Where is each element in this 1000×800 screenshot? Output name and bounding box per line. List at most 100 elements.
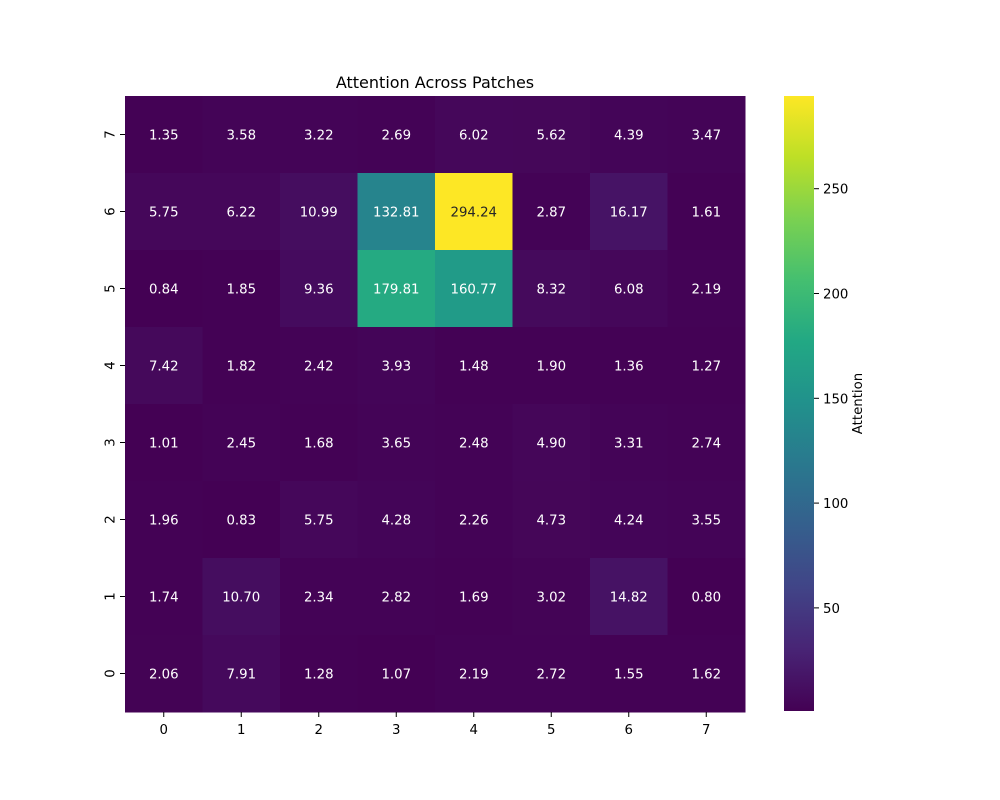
cell-value-label: 4.24	[614, 514, 644, 529]
cell-value-label: 3.47	[691, 129, 721, 144]
cell-value-label: 160.77	[450, 283, 497, 298]
heatmap-cell	[357, 635, 436, 713]
cell-value-label: 9.36	[304, 283, 334, 298]
heatmap-cell	[202, 635, 281, 713]
cell-value-label: 1.36	[614, 360, 644, 375]
cell-value-label: 1.48	[459, 360, 489, 375]
cell-value-label: 2.42	[304, 360, 334, 375]
cell-value-label: 179.81	[373, 283, 420, 298]
cell-value-label: 6.22	[226, 206, 256, 221]
heatmap-cell	[125, 96, 203, 174]
cell-value-label: 1.35	[149, 129, 179, 144]
cell-value-label: 1.61	[691, 206, 721, 221]
cell-value-label: 294.24	[450, 206, 497, 221]
heatmap-cell	[435, 481, 513, 559]
y-tick-label: 2	[104, 515, 119, 523]
heatmap-cell	[435, 558, 513, 636]
cell-value-label: 4.28	[381, 514, 411, 529]
cell-value-label: 1.90	[536, 360, 566, 375]
cell-value-label: 8.32	[536, 283, 566, 298]
heatmap-cell	[357, 404, 436, 482]
heatmap-cell	[357, 481, 436, 559]
heatmap-cell	[512, 635, 591, 713]
cell-value-label: 2.26	[459, 514, 489, 529]
heatmap-cell	[202, 558, 281, 636]
heatmap-cell	[357, 96, 436, 174]
heatmap-cell	[202, 327, 281, 405]
heatmap-cell	[357, 173, 436, 251]
cell-value-label: 1.28	[304, 668, 334, 683]
heatmap-cell	[667, 96, 746, 174]
heatmap-cell	[280, 327, 358, 405]
cell-value-label: 3.65	[381, 437, 411, 452]
cell-value-label: 6.08	[614, 283, 644, 298]
y-tick-label: 3	[104, 438, 119, 446]
cell-value-label: 1.62	[691, 668, 721, 683]
heatmap-cell	[435, 635, 513, 713]
cell-value-label: 0.84	[149, 283, 179, 298]
heatmap-cell	[667, 173, 746, 251]
heatmap-cell	[590, 635, 668, 713]
cell-value-label: 5.75	[149, 206, 179, 221]
cell-value-label: 0.80	[691, 591, 721, 606]
cell-value-label: 1.69	[459, 591, 489, 606]
heatmap-cell	[202, 250, 281, 328]
x-axis: 0 1 2 3 4 5 6 7	[160, 712, 710, 738]
heatmap-cell	[280, 173, 358, 251]
cell-value-label: 5.62	[536, 129, 566, 144]
cell-value-label: 7.42	[149, 360, 179, 375]
y-tick-label: 7	[104, 130, 119, 138]
heatmap-cell	[667, 558, 746, 636]
x-tick-label: 4	[470, 723, 478, 738]
x-tick-label: 1	[237, 723, 245, 738]
heatmap-cell	[512, 404, 591, 482]
colorbar-gradient	[784, 96, 814, 711]
heatmap-cell	[280, 96, 358, 174]
cell-value-label: 1.96	[149, 514, 179, 529]
x-tick-label: 7	[702, 723, 710, 738]
heatmap-cell	[590, 96, 668, 174]
cell-value-label: 5.75	[304, 514, 334, 529]
heatmap-cell	[667, 250, 746, 328]
heatmap-cell	[435, 173, 513, 251]
heatmap-cell	[590, 250, 668, 328]
cell-value-label: 1.07	[381, 668, 411, 683]
cell-value-label: 2.48	[459, 437, 489, 452]
cell-value-label: 7.91	[226, 668, 256, 683]
heatmap-cell	[357, 558, 436, 636]
cell-value-label: 3.55	[691, 514, 721, 529]
heatmap-cell	[435, 250, 513, 328]
heatmap-cell	[125, 173, 203, 251]
heatmap-cell	[667, 481, 746, 559]
y-tick-label: 6	[104, 207, 119, 215]
cell-value-label: 1.27	[691, 360, 721, 375]
heatmap-cell	[202, 404, 281, 482]
heatmap-cell	[125, 404, 203, 482]
cell-value-label: 1.01	[149, 437, 179, 452]
colorbar-tick-label: 50	[823, 602, 840, 617]
heatmap-cell	[590, 404, 668, 482]
cell-value-label: 1.74	[149, 591, 179, 606]
heatmap-cell	[667, 635, 746, 713]
heatmap-cell	[667, 404, 746, 482]
heatmap-cells: 1.35 3.58 3.22 2.69 6.02 5.62 4.39 3.47 5.75 6.22…	[125, 96, 746, 713]
cell-value-label: 4.39	[614, 129, 644, 144]
x-tick-label: 5	[547, 723, 555, 738]
cell-value-label: 1.55	[614, 668, 644, 683]
y-tick-label: 5	[104, 284, 119, 292]
heatmap-cell	[125, 635, 203, 713]
colorbar-tick-label: 100	[823, 497, 848, 512]
cell-value-label: 2.69	[381, 129, 411, 144]
cell-value-label: 1.82	[226, 360, 256, 375]
colorbar-label: Attention	[851, 373, 866, 434]
cell-value-label: 4.73	[536, 514, 566, 529]
colorbar-tick-label: 200	[823, 288, 848, 303]
heatmap-cell	[512, 96, 591, 174]
cell-value-label: 4.90	[536, 437, 566, 452]
cell-value-label: 132.81	[373, 206, 420, 221]
heatmap-cell	[125, 327, 203, 405]
heatmap-cell	[667, 327, 746, 405]
cell-value-label: 0.83	[226, 514, 256, 529]
colorbar: 50 100 150 200 250 Attention	[784, 96, 866, 711]
cell-value-label: 10.99	[300, 206, 338, 221]
